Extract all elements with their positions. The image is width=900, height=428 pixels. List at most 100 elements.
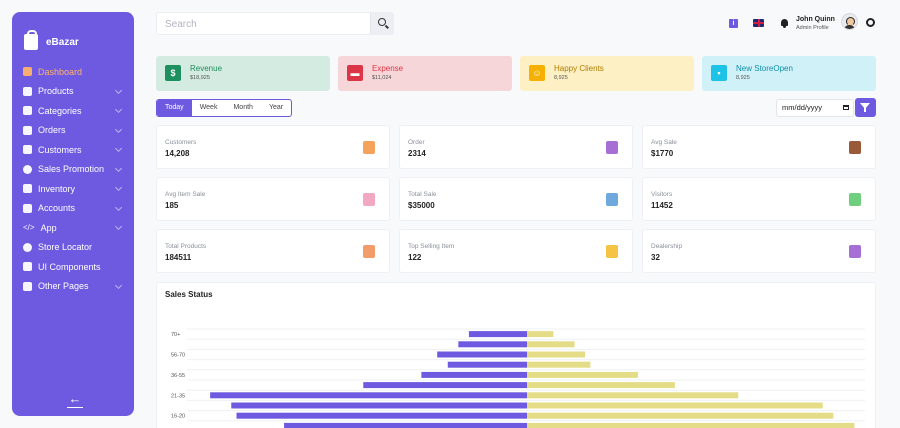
avatar[interactable] bbox=[841, 13, 858, 30]
period-tabs: Today Week Month Year bbox=[156, 99, 293, 117]
tab-week[interactable]: Week bbox=[199, 104, 218, 111]
sidebar-item-accounts[interactable]: Accounts bbox=[12, 199, 134, 219]
sidebar-item-label: Inventory bbox=[38, 183, 76, 194]
summary-card-revenue[interactable]: $ Revenue $18,925 bbox=[156, 56, 330, 91]
y-tick-label: 16-20 bbox=[171, 414, 185, 420]
summary-card-new-storeopen[interactable]: ▪ New StoreOpen 8,925 bbox=[702, 56, 876, 91]
customers-icon bbox=[23, 145, 32, 155]
sidebar-item-other-pages[interactable]: Other Pages bbox=[12, 277, 134, 297]
stat-label: Dealership bbox=[651, 243, 683, 250]
stat-value: 185 bbox=[165, 201, 179, 210]
stat-card-visitors[interactable]: Visitors 11452 bbox=[642, 177, 876, 221]
summary-card-expense[interactable]: ▬ Expense $11,024 bbox=[338, 56, 512, 91]
home-icon bbox=[23, 67, 32, 77]
bar-series-2[interactable] bbox=[527, 392, 739, 399]
bar-series-2[interactable] bbox=[527, 351, 586, 358]
uk-flag-icon[interactable] bbox=[753, 19, 764, 27]
stat-card-total-sale[interactable]: Total Sale $35000 bbox=[399, 177, 633, 221]
promotion-icon bbox=[23, 164, 32, 174]
gear-icon[interactable] bbox=[866, 18, 875, 27]
stat-card-total-products[interactable]: Total Products 184511 bbox=[156, 229, 390, 273]
pages-icon bbox=[23, 281, 32, 291]
sidebar-item-label: Categories bbox=[38, 105, 82, 116]
stat-value: $1770 bbox=[651, 149, 674, 158]
visitors-icon bbox=[849, 193, 861, 206]
brand[interactable]: eBazar bbox=[24, 30, 79, 50]
bar-series-2[interactable] bbox=[527, 361, 591, 368]
bar-series-1[interactable] bbox=[468, 331, 527, 338]
bar-series-2[interactable] bbox=[527, 412, 834, 419]
stat-label: Order bbox=[408, 139, 425, 146]
info-icon[interactable]: i bbox=[729, 19, 738, 28]
bar-series-1[interactable] bbox=[458, 341, 527, 348]
summary-card-happy-clients[interactable]: ☺ Happy Clients 8,925 bbox=[520, 56, 694, 91]
sidebar-item-label: App bbox=[40, 222, 57, 233]
categories-icon bbox=[23, 106, 32, 116]
chevron-down-icon bbox=[114, 164, 123, 172]
calendar-icon[interactable] bbox=[843, 105, 849, 110]
bar-series-2[interactable] bbox=[527, 371, 638, 378]
stat-card-customers[interactable]: Customers 14,208 bbox=[156, 125, 390, 169]
sidebar-item-inventory[interactable]: Inventory bbox=[12, 179, 134, 199]
summary-title: Revenue bbox=[190, 64, 223, 73]
stat-label: Total Sale bbox=[408, 191, 437, 198]
bar-series-1[interactable] bbox=[421, 371, 527, 378]
sidebar-item-orders[interactable]: Orders bbox=[12, 121, 134, 141]
bar-series-1[interactable] bbox=[363, 382, 527, 389]
stat-card-avg-sale[interactable]: Avg Sale $1770 bbox=[642, 125, 876, 169]
stat-card-order[interactable]: Order 2314 bbox=[399, 125, 633, 169]
sidebar-item-customers[interactable]: Customers bbox=[12, 140, 134, 160]
user-name[interactable]: John Quinn bbox=[796, 16, 835, 23]
locator-icon bbox=[23, 242, 32, 252]
sidebar-item-label: Store Locator bbox=[38, 242, 93, 253]
sidebar-item-dashboard[interactable]: Dashboard bbox=[12, 62, 134, 82]
y-tick-label: 21-35 bbox=[171, 393, 185, 399]
star-icon bbox=[606, 245, 618, 258]
bar-series-2[interactable] bbox=[527, 402, 823, 409]
stat-card-dealership[interactable]: Dealership 32 bbox=[642, 229, 876, 273]
stat-value: 184511 bbox=[165, 253, 192, 262]
stat-card-top-selling-item[interactable]: Top Selling Item 122 bbox=[399, 229, 633, 273]
sidebar-item-products[interactable]: Products bbox=[12, 82, 134, 102]
summary-title: Expense bbox=[372, 64, 404, 73]
date-input[interactable]: mm/dd/yyyy bbox=[776, 99, 854, 117]
accounts-icon bbox=[23, 203, 32, 213]
sidebar-item-store-locator[interactable]: Store Locator bbox=[12, 238, 134, 258]
summary-value: 8,925 bbox=[554, 75, 568, 81]
search-button[interactable] bbox=[370, 13, 393, 34]
summary-value: $18,925 bbox=[190, 75, 210, 81]
bar-series-1[interactable] bbox=[236, 412, 527, 419]
bar-series-1[interactable] bbox=[447, 361, 527, 368]
sidebar-item-ui-components[interactable]: UI Components bbox=[12, 257, 134, 277]
sidebar-item-sales-promotion[interactable]: Sales Promotion bbox=[12, 160, 134, 180]
bar-series-2[interactable] bbox=[527, 341, 575, 348]
bar-series-2[interactable] bbox=[527, 382, 675, 389]
chevron-down-icon bbox=[114, 86, 123, 94]
tab-month[interactable]: Month bbox=[233, 104, 253, 111]
products-icon bbox=[363, 245, 375, 258]
chevron-down-icon bbox=[114, 144, 123, 153]
bar-series-1[interactable] bbox=[210, 392, 527, 399]
user-role: Admin Profile bbox=[796, 25, 829, 31]
filter-button[interactable] bbox=[855, 98, 876, 117]
tab-year[interactable]: Year bbox=[268, 104, 284, 111]
collapse-sidebar-icon[interactable]: ← bbox=[67, 391, 83, 408]
bar-series-1[interactable] bbox=[231, 402, 527, 409]
sidebar-item-categories[interactable]: Categories bbox=[12, 101, 134, 121]
chevron-down-icon bbox=[114, 105, 123, 114]
sidebar-item-label: Other Pages bbox=[38, 281, 89, 292]
sidebar-item-label: Customers bbox=[38, 144, 82, 155]
bar-series-1[interactable] bbox=[284, 422, 527, 428]
calculator-icon bbox=[363, 193, 375, 206]
sidebar-item-app[interactable]: </> App bbox=[12, 218, 134, 238]
bar-series-1[interactable] bbox=[437, 351, 527, 358]
bar-series-2[interactable] bbox=[527, 331, 554, 338]
filter-icon bbox=[860, 103, 870, 112]
bell-icon[interactable] bbox=[781, 19, 788, 28]
stat-card-avg-item-sale[interactable]: Avg Item Sale 185 bbox=[156, 177, 390, 221]
bar-series-2[interactable] bbox=[527, 422, 855, 428]
cart-icon bbox=[606, 141, 618, 154]
tab-today[interactable]: Today bbox=[157, 100, 192, 116]
sidebar: eBazar Dashboard Products Categories Orders… bbox=[12, 12, 134, 416]
search-input[interactable] bbox=[165, 17, 365, 32]
